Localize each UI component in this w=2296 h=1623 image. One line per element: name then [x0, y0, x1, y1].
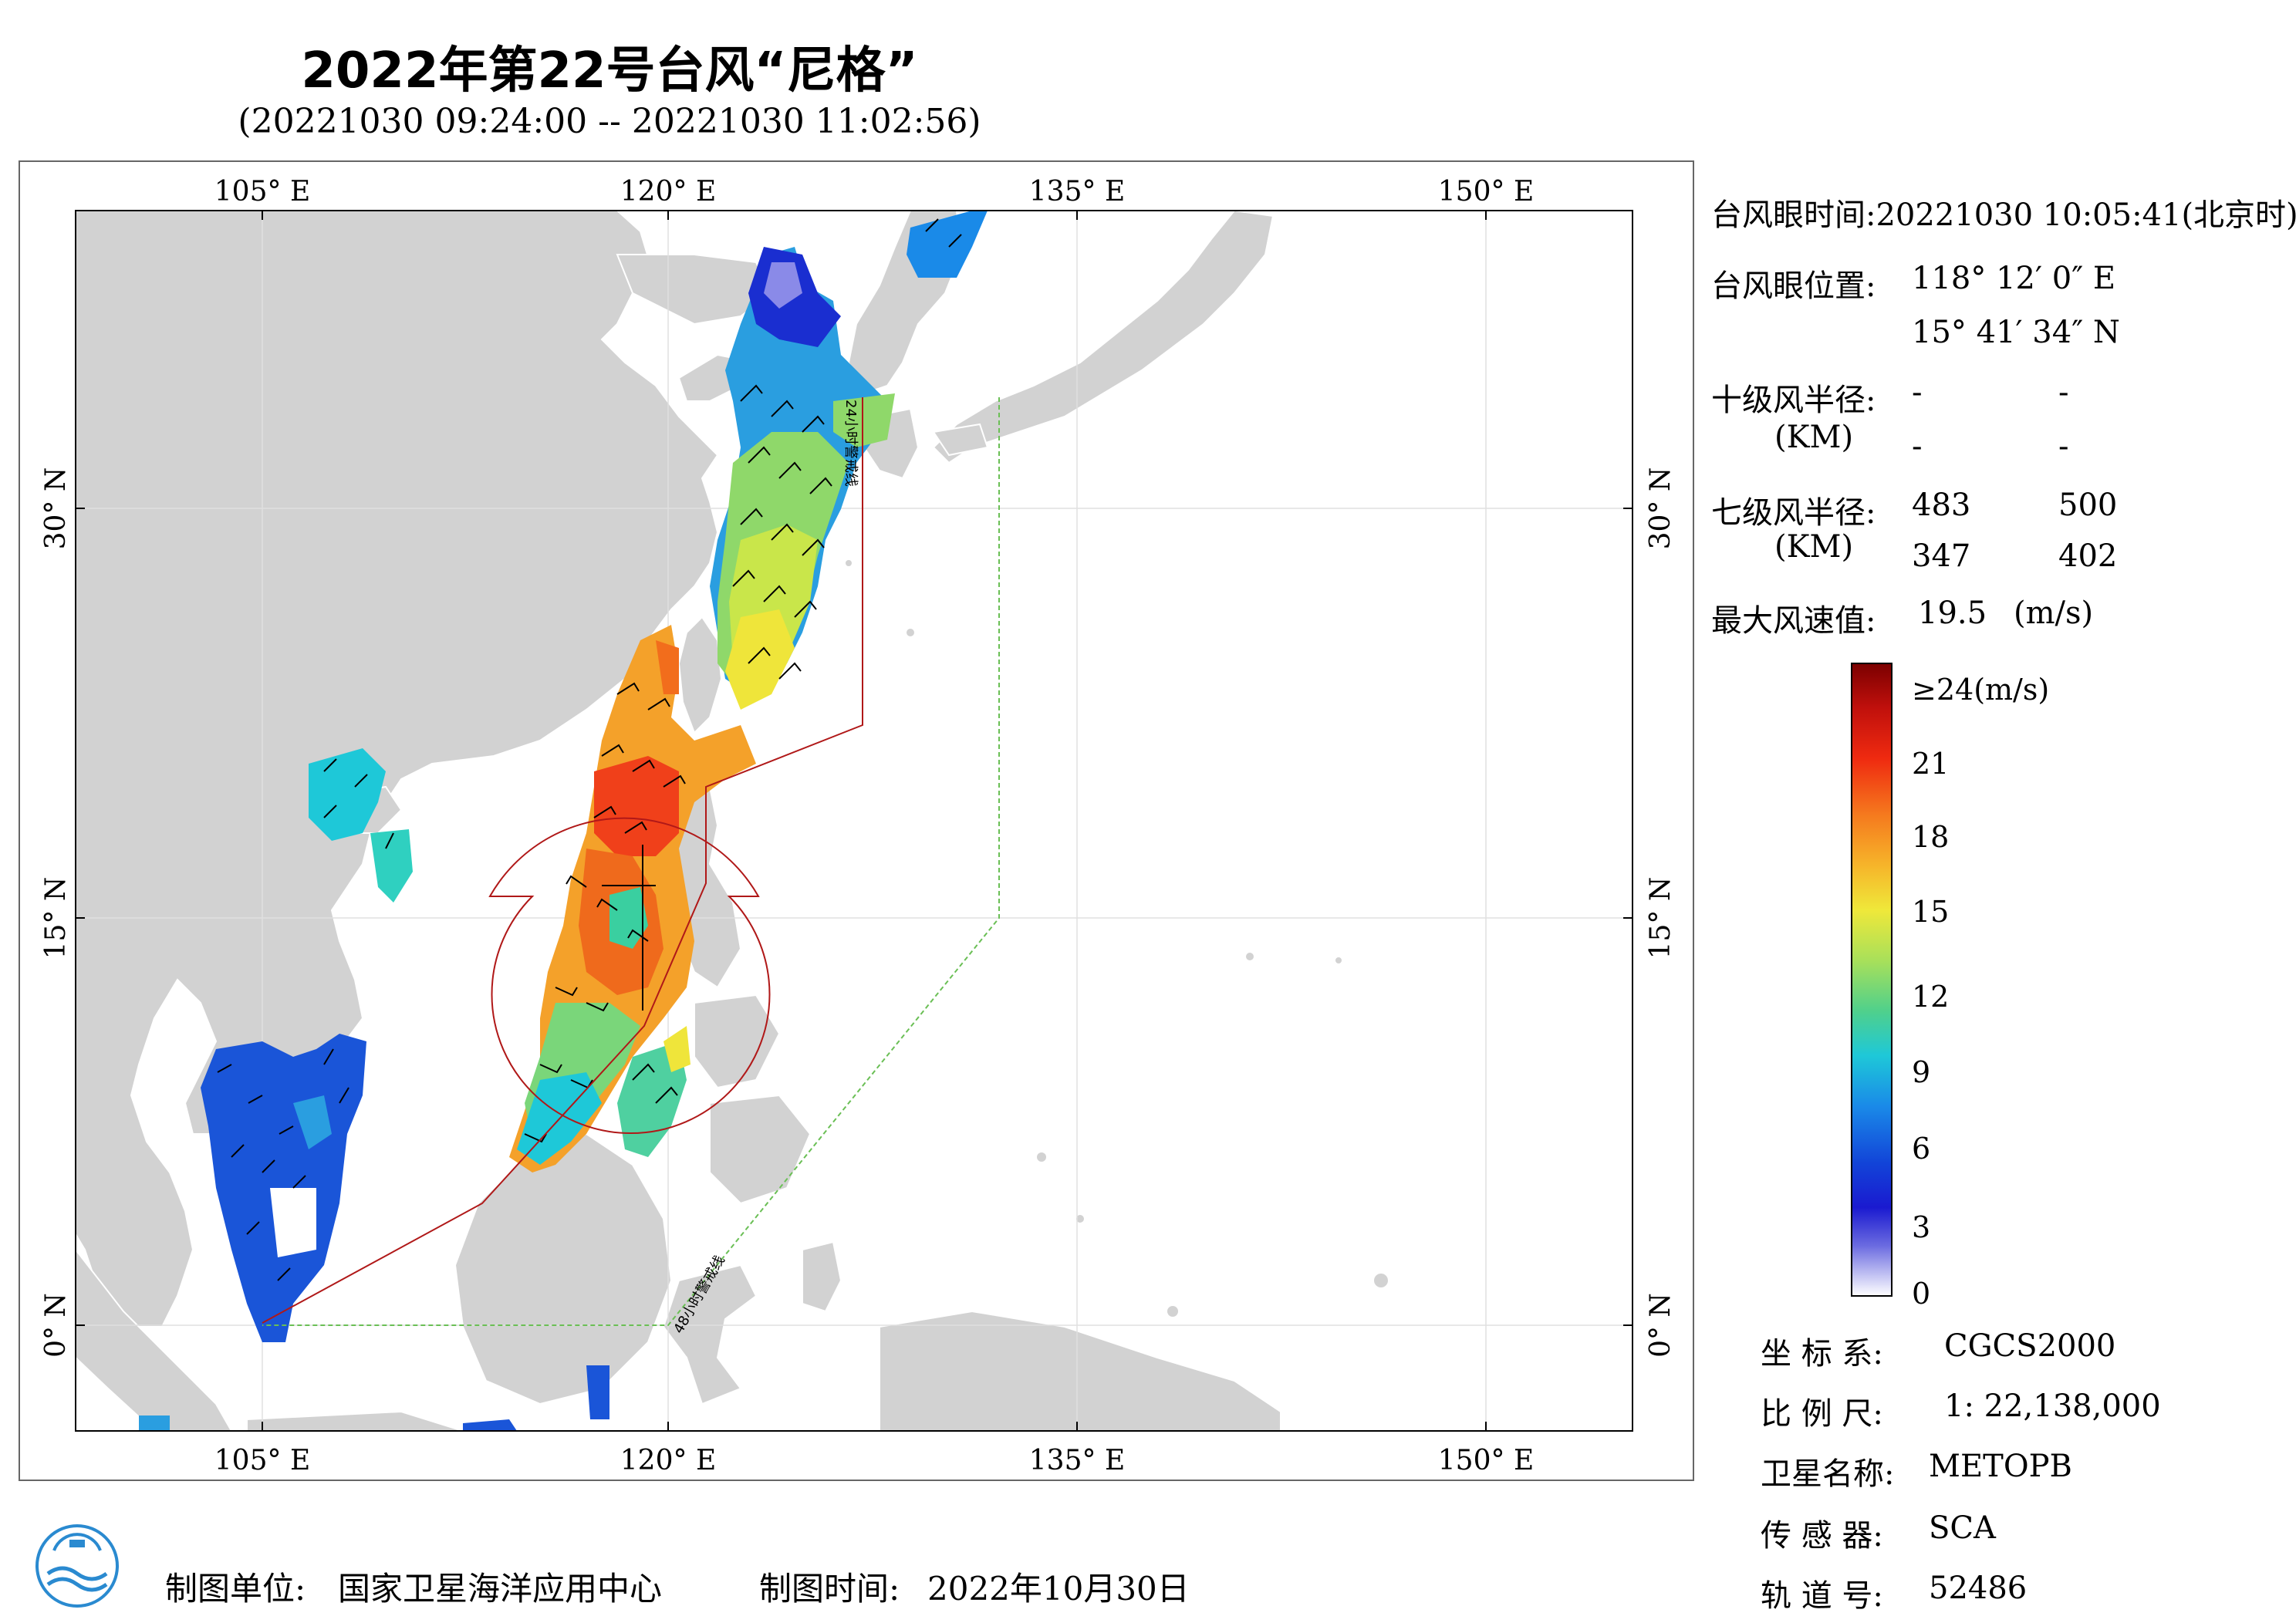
nsoas-logo [35, 1524, 119, 1608]
producer-value: 国家卫星海洋应用中心 [338, 1570, 663, 1608]
colorbar-label-3: 3 [1912, 1210, 1930, 1244]
axis-labels: 105° E 120° E 135° E 150° E 105° E 120° … [40, 176, 1676, 1476]
colorbar-label-21: 21 [1912, 747, 1949, 781]
taiwan [677, 616, 723, 734]
warning-line-48h [262, 397, 1000, 1326]
eye-time-row: 台风眼时间:20221030 10:05:41(北京时) [1711, 190, 2296, 235]
crs-value: CGCS2000 [1944, 1328, 2116, 1364]
r10-value-2: - [2058, 375, 2069, 410]
sensor-label: 传 感 器: [1761, 1518, 1883, 1554]
r10-value-1: - [1912, 375, 1923, 410]
lon-label-top-120: 120° E [620, 176, 716, 208]
colorbar-label-0: 0 [1912, 1277, 1930, 1311]
visayas [694, 994, 781, 1089]
r10-value-3: - [1912, 429, 1923, 464]
wind-radius-circle [488, 817, 771, 1135]
r7-value-2: 500 [2058, 488, 2118, 523]
lat-label-left-30: 30° N [40, 467, 72, 550]
colorbar-label-6: 6 [1912, 1132, 1930, 1166]
map-area: 24小时警戒线 48小时警戒线 [76, 211, 1633, 1431]
eye-time-value: 20221030 10:05:41(北京时) [1876, 197, 2296, 233]
lat-label-right-30: 30° N [1645, 467, 1676, 550]
r10-value-4: - [2058, 429, 2069, 464]
date-value: 2022年10月30日 [927, 1570, 1190, 1608]
colorbar-ramp [1851, 663, 1893, 1297]
eye-time-label: 台风眼时间: [1711, 197, 1876, 233]
lon-label-bottom-105: 105° E [214, 1445, 310, 1476]
lon-label-bottom-120: 120° E [620, 1445, 716, 1476]
date-label: 制图时间: [759, 1570, 900, 1608]
crs-label: 坐 标 系: [1761, 1336, 1883, 1372]
warning-label-24h: 24小时警戒线 [842, 400, 859, 487]
japan-shikoku [932, 423, 989, 457]
wind-swath-east [710, 247, 895, 710]
lon-label-top-150: 150° E [1438, 176, 1534, 208]
page-title: 2022年第22号台风“尼格” [301, 42, 918, 100]
colorbar-label-18: 18 [1912, 820, 1949, 854]
eye-pos-label: 台风眼位置: [1711, 268, 1876, 304]
mindanao [709, 1094, 812, 1205]
r7-value-3: 347 [1912, 538, 1971, 574]
japan-honshu [932, 211, 1275, 464]
max-wind-unit: (m/s) [2014, 596, 2094, 631]
sulawesi [662, 1264, 758, 1405]
scale-value: 1: 22,138,000 [1944, 1388, 2161, 1424]
lon-label-top-135: 135° E [1029, 176, 1125, 208]
liaodong [616, 254, 773, 326]
graticule [76, 211, 1633, 1431]
scale-label: 比 例 尺: [1761, 1396, 1883, 1432]
warning-line-24h [262, 397, 863, 1324]
orbit-label: 轨 道 号: [1761, 1578, 1883, 1614]
time-range: (20221030 09:24:00 -- 20221030 11:02:56) [238, 102, 981, 141]
r7-value-1: 483 [1912, 488, 1971, 523]
lat-label-left-0: 0° N [40, 1293, 72, 1358]
lat-label-right-15: 15° N [1645, 877, 1676, 960]
orbit-value: 52486 [1929, 1571, 2028, 1606]
lon-label-top-105: 105° E [214, 176, 310, 208]
lat-label-left-15: 15° N [40, 877, 72, 960]
typhoon-eye-marker [602, 845, 656, 1011]
eye-lon-value: 118° 12′ 0″ E [1912, 261, 2116, 296]
java [246, 1410, 464, 1431]
r10-label: 十级风半径: [1711, 383, 1876, 418]
max-wind-value: 19.5 [1918, 596, 1987, 631]
colorbar-label-12: 12 [1912, 980, 1949, 1014]
r7-value-4: 402 [2058, 538, 2118, 574]
sumatra [76, 1248, 233, 1431]
colorbar-label-9: 9 [1912, 1055, 1930, 1089]
r10-unit: (KM) [1774, 420, 1854, 455]
producer-label: 制图单位: [165, 1570, 306, 1608]
tick-marks [76, 211, 1633, 1431]
lon-label-bottom-135: 135° E [1029, 1445, 1125, 1476]
r7-unit: (KM) [1774, 529, 1854, 565]
map-border [75, 210, 1633, 1432]
colorbar: ≥24(m/s) 21 18 15 12 9 6 3 0 [1851, 663, 2049, 1311]
new-guinea [879, 1310, 1281, 1431]
colorbar-label-24: ≥24(m/s) [1912, 673, 2049, 707]
colorbar-label-15: 15 [1912, 895, 1949, 929]
lon-label-bottom-150: 150° E [1438, 1445, 1534, 1476]
sensor-value: SCA [1929, 1510, 1996, 1546]
eye-lat-value: 15° 41′ 34″ N [1912, 315, 2120, 350]
r7-label: 七级风半径: [1711, 495, 1876, 531]
maluku [802, 1240, 842, 1313]
map-frame [19, 160, 1694, 1481]
satellite-label: 卫星名称: [1761, 1456, 1895, 1492]
lat-label-right-0: 0° N [1645, 1293, 1676, 1358]
wind-swath-west [139, 211, 988, 1431]
satellite-value: METOPB [1929, 1449, 2072, 1484]
max-wind-label: 最大风速值: [1711, 603, 1876, 639]
